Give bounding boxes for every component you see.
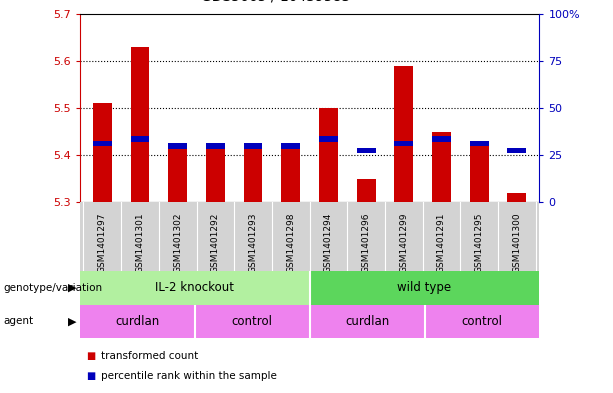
Text: IL-2 knockout: IL-2 knockout — [155, 281, 234, 294]
Bar — [93, 141, 112, 146]
Bar — [80, 305, 195, 338]
Bar — [394, 141, 413, 146]
Bar — [80, 271, 310, 305]
Bar — [195, 305, 310, 338]
Text: GDS5665 / 10439583: GDS5665 / 10439583 — [201, 0, 351, 4]
Bar — [424, 305, 539, 338]
Text: control: control — [462, 315, 503, 328]
Bar — [357, 148, 376, 153]
Bar — [93, 103, 112, 202]
Bar — [432, 136, 451, 141]
Bar — [168, 146, 187, 202]
Bar — [357, 179, 376, 202]
Text: percentile rank within the sample: percentile rank within the sample — [101, 371, 277, 381]
Text: ■: ■ — [86, 371, 95, 381]
Bar — [243, 143, 262, 149]
Bar — [319, 108, 338, 202]
Bar — [243, 146, 262, 202]
Text: agent: agent — [3, 316, 33, 326]
Bar — [508, 148, 526, 153]
Bar — [131, 47, 150, 202]
Bar — [470, 146, 489, 202]
Text: wild type: wild type — [397, 281, 452, 294]
Bar — [206, 143, 225, 149]
Bar — [310, 305, 424, 338]
Bar — [206, 146, 225, 202]
Bar — [508, 193, 526, 202]
Text: genotype/variation: genotype/variation — [3, 283, 102, 293]
Text: ▶: ▶ — [68, 316, 77, 326]
Text: ▶: ▶ — [68, 283, 77, 293]
Bar — [168, 143, 187, 149]
Bar — [281, 146, 300, 202]
Text: ■: ■ — [86, 351, 95, 361]
Bar — [394, 66, 413, 202]
Bar — [432, 132, 451, 202]
Bar — [319, 136, 338, 141]
Text: curdlan: curdlan — [115, 315, 159, 328]
Text: transformed count: transformed count — [101, 351, 199, 361]
Bar — [310, 271, 539, 305]
Bar — [131, 136, 150, 141]
Text: control: control — [232, 315, 273, 328]
Text: curdlan: curdlan — [345, 315, 389, 328]
Bar — [281, 143, 300, 149]
Bar — [470, 141, 489, 146]
